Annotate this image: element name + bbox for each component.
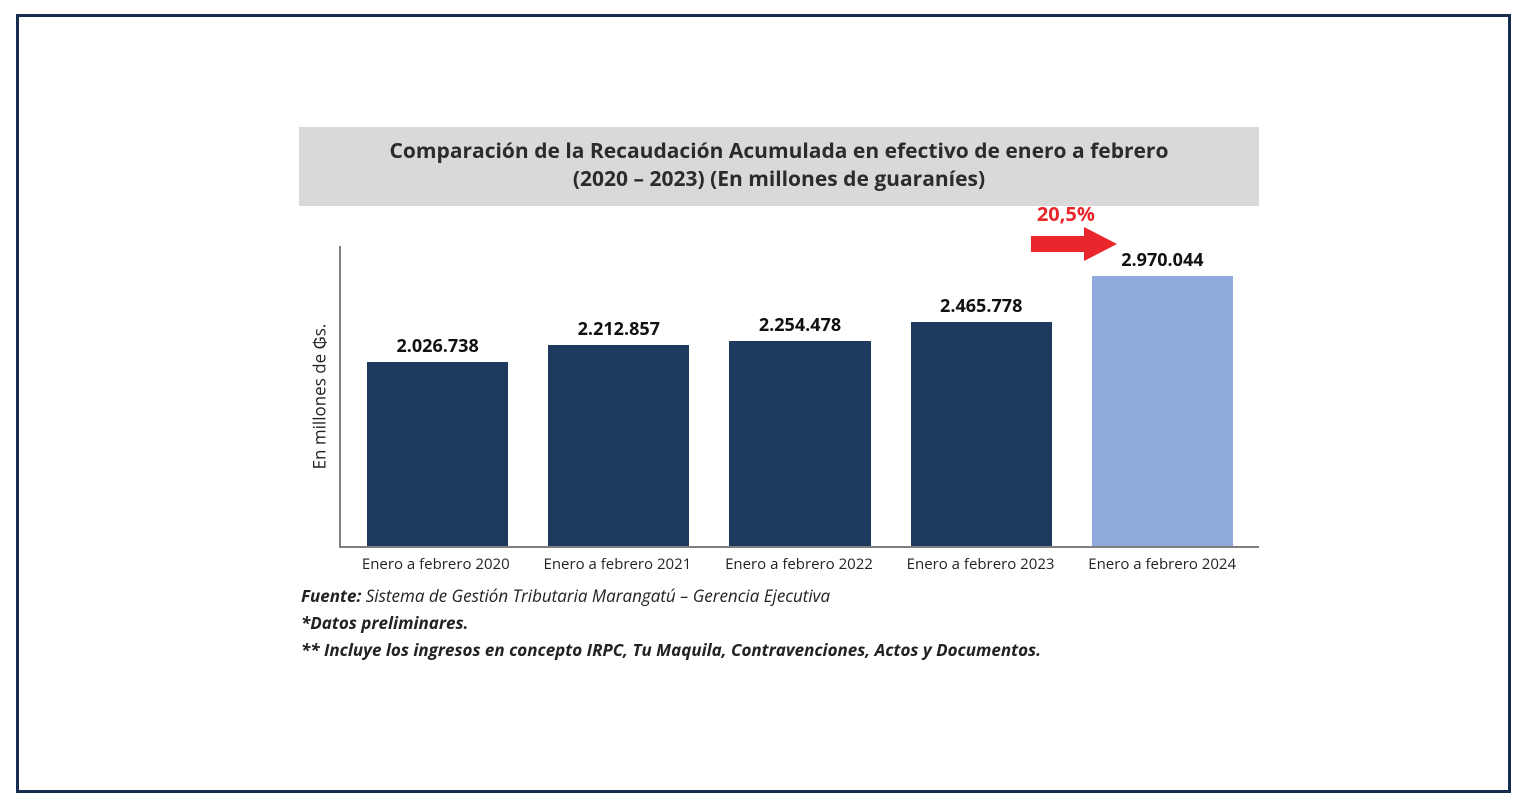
x-axis-label: Enero a febrero 2020 xyxy=(345,554,527,574)
bar-slot: 2.970.044 xyxy=(1072,246,1253,546)
bar xyxy=(911,322,1052,546)
plot-area: 2.026.738 2.212.857 2.254.478 2.465.778 2.97… xyxy=(339,246,1259,548)
bar-slot: 2.026.738 xyxy=(347,246,528,546)
x-axis-label: Enero a febrero 2023 xyxy=(890,554,1072,574)
bar xyxy=(548,345,689,546)
x-axis-label: Enero a febrero 2021 xyxy=(527,554,709,574)
outer-frame: Comparación de la Recaudación Acumulada … xyxy=(0,0,1527,807)
x-axis-label: Enero a febrero 2024 xyxy=(1071,554,1253,574)
x-axis-labels: Enero a febrero 2020Enero a febrero 2021… xyxy=(339,548,1259,574)
bar xyxy=(729,341,870,546)
chart-title-line1: Comparación de la Recaudación Acumulada … xyxy=(319,137,1239,165)
bar-value-label: 2.254.478 xyxy=(759,313,841,337)
source-label: Fuente: xyxy=(301,584,361,607)
plot-row: En millones de ₲s. 2.026.738 2.212.857 2.2… xyxy=(299,246,1259,548)
bar xyxy=(1092,276,1233,546)
footnote-source: Fuente: Sistema de Gestión Tributaria Ma… xyxy=(301,584,1259,607)
y-axis-label: En millones de ₲s. xyxy=(308,324,331,470)
chart-title-line2: (2020 – 2023) (En millones de guaraníes) xyxy=(319,165,1239,193)
bar-value-label: 2.970.044 xyxy=(1121,248,1203,272)
chart-frame: Comparación de la Recaudación Acumulada … xyxy=(16,14,1511,793)
bar-value-label: 2.465.778 xyxy=(940,294,1022,318)
bar-slot: 2.212.857 xyxy=(528,246,709,546)
bar-value-label: 2.026.738 xyxy=(396,334,478,358)
bar-slot: 2.465.778 xyxy=(891,246,1072,546)
bar xyxy=(367,362,508,546)
bar-value-label: 2.212.857 xyxy=(578,317,660,341)
footnote-preliminary: *Datos preliminares. xyxy=(301,611,1259,634)
chart-block: Comparación de la Recaudación Acumulada … xyxy=(299,127,1259,665)
footnotes: Fuente: Sistema de Gestión Tributaria Ma… xyxy=(301,584,1259,661)
source-text: Sistema de Gestión Tributaria Marangatú … xyxy=(361,584,830,607)
bar-slot: 2.254.478 xyxy=(709,246,890,546)
y-axis-label-container: En millones de ₲s. xyxy=(299,246,339,548)
footnote-includes: ** Incluye los ingresos en concepto IRPC… xyxy=(301,638,1259,661)
x-axis-label: Enero a febrero 2022 xyxy=(708,554,890,574)
chart-title: Comparación de la Recaudación Acumulada … xyxy=(299,127,1259,206)
